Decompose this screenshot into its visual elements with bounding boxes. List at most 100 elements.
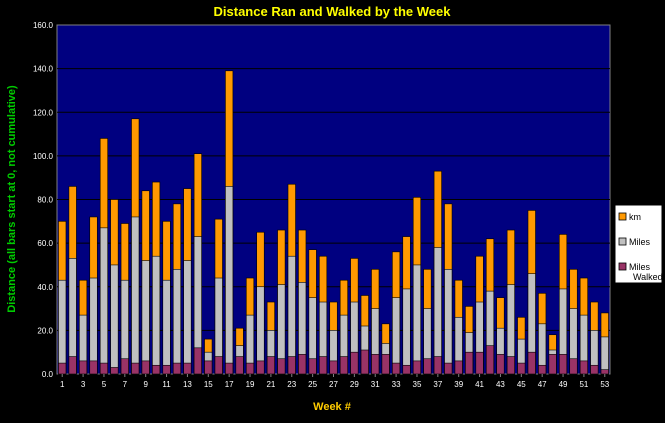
x-axis-ticks: 1 3 5 7 9 11 13 15 17 19 21 23 25 27 29 31 33 35 37 39 41 43 4… — [60, 374, 610, 389]
x-tick-label: 39 — [454, 380, 463, 389]
y-tick-label: 100.0 — [33, 152, 54, 161]
y-tick-label: 80.0 — [37, 196, 53, 205]
bar-walked-week-24 — [298, 354, 307, 375]
legend-swatch-km — [618, 212, 627, 221]
bar-walked-week-7 — [120, 358, 129, 375]
bar-walked-week-11 — [162, 364, 171, 375]
x-tick-label: 7 — [123, 380, 128, 389]
bar-walked-week-40 — [465, 351, 474, 375]
x-tick-label: 31 — [371, 380, 380, 389]
bar-walked-week-47 — [538, 364, 547, 375]
bar-walked-week-25 — [308, 358, 317, 375]
legend-label-walked-line1: Miles — [629, 262, 651, 272]
bar-walked-week-48 — [548, 354, 557, 375]
bar-walked-week-39 — [454, 360, 463, 375]
bar-walked-week-42 — [485, 345, 495, 375]
x-tick-label: 51 — [579, 380, 588, 389]
bar-miles-week-11 — [162, 279, 171, 375]
x-tick-label: 17 — [225, 380, 234, 389]
bar-walked-week-41 — [475, 351, 484, 375]
x-tick-label: 21 — [266, 380, 275, 389]
x-tick-label: 9 — [143, 380, 148, 389]
bar-walked-week-3 — [79, 360, 88, 375]
bar-walked-week-28 — [339, 356, 348, 375]
x-tick-label: 13 — [183, 380, 192, 389]
bar-walked-week-8 — [131, 362, 140, 375]
bar-miles-week-12 — [172, 268, 182, 375]
bar-walked-week-35 — [412, 360, 422, 375]
bar-walked-week-36 — [423, 358, 432, 375]
bar-walked-week-10 — [152, 364, 161, 375]
bar-miles-week-17 — [225, 186, 234, 375]
x-tick-label: 19 — [246, 380, 255, 389]
bar-walked-week-44 — [506, 356, 515, 375]
bar-walked-week-31 — [371, 354, 380, 375]
bar-walked-week-23 — [287, 356, 296, 375]
bar-walked-week-51 — [579, 360, 588, 375]
legend-label-walked-line2: Walked — [633, 272, 663, 282]
bar-walked-week-6 — [110, 367, 119, 375]
y-tick-label: 120.0 — [33, 108, 54, 117]
bar-walked-week-30 — [360, 349, 369, 375]
y-tick-label: 160.0 — [33, 21, 54, 30]
x-tick-label: 29 — [350, 380, 359, 389]
bar-walked-week-21 — [266, 356, 275, 375]
bar-miles-week-33 — [392, 297, 401, 375]
bar-miles-week-10 — [152, 255, 161, 375]
x-tick-label: 41 — [475, 380, 484, 389]
x-tick-label: 25 — [308, 380, 317, 389]
y-axis-label: Distance (all bars start at 0, not cumul… — [6, 85, 18, 313]
legend-label-miles: Miles — [629, 237, 651, 247]
bar-walked-week-22 — [277, 358, 286, 375]
bar-walked-week-46 — [527, 351, 536, 375]
bars — [58, 70, 609, 375]
x-tick-label: 5 — [102, 380, 107, 389]
bar-walked-week-5 — [99, 362, 109, 375]
x-tick-label: 27 — [329, 380, 338, 389]
bar-walked-week-29 — [350, 351, 359, 375]
bar-miles-week-35 — [412, 264, 422, 375]
x-tick-label: 43 — [496, 380, 505, 389]
bar-walked-week-9 — [141, 360, 150, 375]
bar-walked-week-12 — [172, 362, 182, 375]
bar-walked-week-26 — [319, 356, 328, 375]
bar-miles-week-53 — [600, 336, 609, 375]
bar-miles-week-6 — [110, 264, 119, 375]
legend-swatch-walked — [618, 262, 627, 271]
bar-miles-week-38 — [444, 268, 453, 375]
bar-miles-week-1 — [58, 279, 67, 375]
bar-miles-week-37 — [433, 247, 442, 375]
bar-miles-week-34 — [402, 288, 411, 375]
x-tick-label: 15 — [204, 380, 213, 389]
x-tick-label: 1 — [60, 380, 65, 389]
legend-label-km: km — [629, 212, 641, 222]
bar-walked-week-50 — [569, 358, 578, 375]
bar-walked-week-53 — [600, 369, 609, 375]
chart-title: Distance Ran and Walked by the Week — [214, 4, 452, 19]
x-tick-label: 37 — [433, 380, 442, 389]
bar-walked-week-19 — [245, 362, 255, 375]
bar-walked-week-32 — [381, 354, 390, 375]
bar-miles-week-13 — [183, 260, 192, 375]
x-tick-label: 49 — [559, 380, 568, 389]
bar-walked-week-52 — [590, 364, 599, 375]
bar-walked-week-43 — [496, 354, 505, 375]
y-tick-label: 0.0 — [42, 370, 54, 379]
legend: km Miles Miles Walked — [614, 204, 663, 284]
bar-walked-week-38 — [444, 362, 453, 375]
x-axis-label: Week # — [313, 401, 351, 413]
x-tick-label: 23 — [287, 380, 296, 389]
bar-walked-week-20 — [256, 360, 265, 375]
y-tick-label: 140.0 — [33, 65, 54, 74]
bar-walked-week-13 — [183, 362, 192, 375]
bar-walked-week-49 — [558, 354, 568, 375]
bar-walked-week-17 — [225, 362, 234, 375]
y-axis-ticks: 0.0 20.0 40.0 60.0 80.0 100.0 120.0 140.0 160.0 — [33, 21, 54, 379]
bar-walked-week-45 — [517, 362, 526, 375]
bar-walked-week-37 — [433, 356, 442, 375]
bar-walked-week-33 — [392, 362, 401, 375]
bar-miles-week-5 — [99, 227, 109, 375]
x-tick-label: 53 — [600, 380, 609, 389]
